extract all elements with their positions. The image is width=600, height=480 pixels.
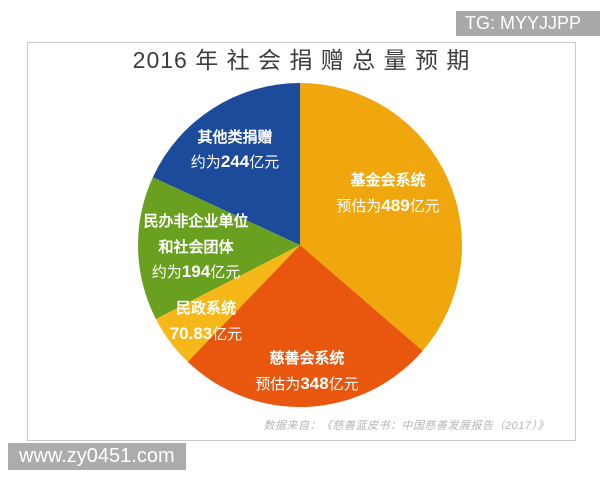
pie-label-other-name: 其他类捐赠 [197, 129, 273, 146]
tg-badge: TG: MYYJJPP [456, 11, 600, 36]
pie-slice-charity [187, 245, 423, 408]
pie-label-private-name-line1: 民办非企业单位 [143, 213, 249, 230]
pie-slice-foundation [300, 83, 463, 351]
pie-label-charity-name: 慈善会系统 [269, 350, 345, 367]
value-prefix: 预估为 [255, 376, 301, 393]
value-number: 489 [381, 196, 410, 215]
pie-label-foundation-name: 基金会系统 [350, 172, 426, 189]
pie-label-private: 民办非企业单位 和社会团体 约为194亿元 [106, 209, 286, 284]
chart-title: 2016 年 社 会 捐 赠 总 量 预 期 [132, 47, 471, 73]
value-suffix: 亿元 [212, 326, 243, 343]
chart-frame: 2016 年 社 会 捐 赠 总 量 预 期 其他类捐赠 约为244亿元 基金会… [27, 42, 576, 441]
pie-label-civil-value: 70.83亿元 [116, 323, 296, 345]
value-prefix: 约为 [151, 264, 182, 281]
value-suffix: 亿元 [249, 154, 280, 171]
source-note: 数据来自：《慈善蓝皮书：中国慈善发展报告（2017）》 [263, 420, 549, 432]
pie-label-charity-value: 预估为348亿元 [217, 373, 397, 395]
pie-label-civil-name: 民政系统 [175, 300, 236, 317]
pie-slice-civil [155, 245, 300, 362]
value-suffix: 亿元 [409, 198, 440, 215]
value-prefix: 约为 [190, 154, 221, 171]
value-number: 194 [181, 262, 211, 281]
pie-label-charity: 慈善会系统 预估为348亿元 [217, 349, 397, 395]
pie-label-civil: 民政系统 70.83亿元 [116, 299, 296, 345]
value-suffix: 亿元 [328, 376, 359, 393]
pie-label-foundation: 基金会系统 预估为489亿元 [298, 171, 478, 217]
pie-label-other-value: 约为244亿元 [145, 151, 325, 173]
pie-label-foundation-value: 预估为489亿元 [298, 195, 478, 217]
value-number: 348 [300, 374, 329, 393]
value-suffix: 亿元 [210, 264, 241, 281]
watermark: www.zy0451.com [8, 443, 186, 470]
pie-label-private-name-line2: 和社会团体 [158, 239, 234, 256]
pie-chart-svg [138, 83, 463, 408]
pie-slice-private [138, 177, 300, 319]
value-number: 244 [220, 152, 250, 171]
pie-slice-other [152, 83, 300, 245]
value-prefix: 预估为 [336, 198, 382, 215]
value-number: 70.83 [169, 324, 213, 343]
pie-label-private-value: 约为194亿元 [106, 261, 286, 284]
pie-label-other: 其他类捐赠 约为244亿元 [145, 128, 325, 173]
